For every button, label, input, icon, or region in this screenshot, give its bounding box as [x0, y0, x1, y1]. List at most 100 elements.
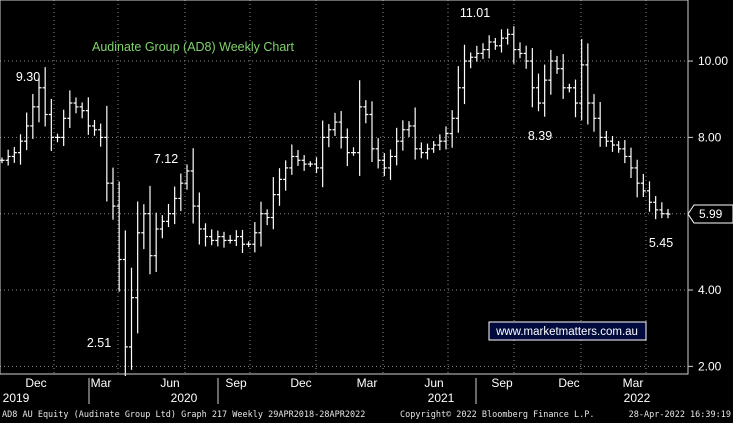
x-month-label: Mar — [357, 376, 378, 390]
price-bar — [196, 192, 202, 245]
price-bar — [320, 120, 326, 188]
price-bar — [492, 37, 498, 50]
price-bar — [579, 39, 585, 121]
price-bar — [307, 161, 313, 167]
price-bar — [591, 94, 597, 132]
x-month-label: Mar — [91, 376, 112, 390]
price-bar — [252, 222, 258, 253]
x-month-label: Dec — [558, 376, 579, 390]
price-bar — [184, 164, 190, 190]
price-bar — [381, 153, 387, 177]
price-bar — [135, 201, 141, 334]
price-bar — [566, 83, 572, 93]
price-bar — [536, 73, 541, 112]
price-bar — [36, 77, 42, 123]
price-bar — [153, 212, 159, 273]
price-bar — [505, 28, 511, 45]
price-bar — [264, 209, 270, 226]
price-bar — [400, 120, 406, 151]
price-bar — [499, 29, 504, 53]
price-bar — [301, 155, 307, 171]
price-bar — [289, 144, 295, 175]
price-bar — [554, 55, 560, 74]
price-bar — [585, 43, 591, 125]
x-month-label: Sep — [491, 376, 513, 390]
price-bar — [178, 173, 184, 212]
last-price-label: 5.99 — [699, 207, 723, 221]
price-bar — [24, 112, 30, 151]
x-month-label: Jun — [160, 376, 179, 390]
price-bar — [357, 80, 363, 176]
price-bar — [203, 223, 208, 247]
price-bar — [314, 157, 319, 174]
price-bar — [159, 215, 165, 239]
x-month-label: Jun — [424, 376, 443, 390]
price-bar — [560, 54, 566, 99]
price-bar — [412, 107, 418, 160]
x-month-label: Sep — [225, 376, 247, 390]
price-bar — [166, 203, 171, 228]
price-bar — [449, 110, 455, 148]
price-bar — [529, 48, 535, 108]
price-bar — [474, 45, 480, 62]
price-bar — [597, 101, 603, 147]
price-bar — [468, 52, 474, 69]
price-bar — [240, 229, 245, 254]
price-bar — [610, 135, 615, 152]
price-bar — [98, 123, 104, 147]
price-bar — [659, 202, 665, 219]
annotations: 9.30 2.51 7.12 11.01 8.39 5.45 — [16, 6, 673, 350]
price-bar — [129, 267, 134, 370]
price-bar — [221, 231, 227, 248]
price-bar — [511, 26, 517, 64]
x-month-label: Dec — [290, 376, 311, 390]
annotation-label: 9.30 — [16, 70, 40, 84]
annotation-label: 2.51 — [87, 336, 111, 350]
price-bar — [647, 181, 652, 212]
price-bar — [110, 167, 116, 220]
x-year-label: 2022 — [624, 391, 651, 405]
price-bar — [283, 160, 289, 191]
price-bar — [11, 147, 17, 163]
price-bar — [603, 130, 609, 147]
price-bar — [116, 181, 122, 292]
price-bar — [141, 204, 147, 250]
price-bar — [104, 105, 110, 202]
price-bar — [67, 90, 73, 128]
price-bar — [523, 45, 529, 69]
price-bar — [85, 97, 91, 135]
y-tick-label: 2.00 — [698, 359, 722, 373]
price-bar — [388, 149, 393, 180]
price-bar — [92, 119, 97, 136]
price-bar — [326, 124, 332, 148]
price-bar — [573, 79, 578, 118]
watermark-box[interactable]: www.marketmatters.com.au — [488, 321, 647, 341]
price-bar — [437, 134, 443, 151]
price-bar — [634, 159, 640, 198]
y-tick-label: 8.00 — [698, 130, 722, 144]
price-bar — [480, 43, 486, 60]
price-bar — [375, 138, 381, 169]
price-bar — [48, 98, 54, 152]
price-bar — [209, 229, 215, 246]
price-bar — [628, 147, 634, 178]
price-bar — [5, 149, 11, 166]
price-bar — [61, 109, 67, 146]
price-bar — [79, 102, 85, 119]
watermark-link[interactable]: www.marketmatters.com.au — [495, 326, 638, 338]
price-bar — [517, 42, 523, 59]
price-bar — [640, 173, 646, 197]
price-bar — [622, 140, 628, 164]
price-bar — [215, 230, 221, 247]
x-year-label: 2021 — [428, 391, 455, 405]
price-bar — [486, 35, 492, 59]
x-year-label: 2019 — [3, 391, 30, 405]
price-bar — [406, 121, 412, 137]
price-bar — [363, 100, 369, 124]
price-bar — [351, 147, 356, 156]
price-bar — [394, 127, 400, 166]
chart-grid — [0, 0, 688, 374]
price-bar — [616, 141, 622, 153]
chart-title: Audinate Group (AD8) Weekly Chart — [92, 40, 294, 54]
